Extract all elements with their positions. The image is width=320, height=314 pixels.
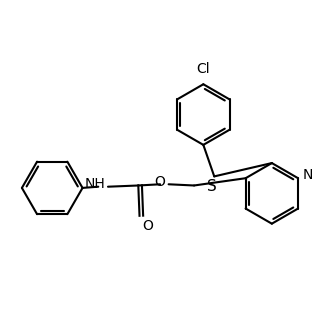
Text: NH: NH — [85, 177, 106, 191]
Text: O: O — [154, 176, 165, 189]
Text: Cl: Cl — [196, 62, 210, 76]
Text: N: N — [303, 168, 313, 182]
Text: O: O — [142, 219, 153, 233]
Text: S: S — [207, 179, 217, 194]
